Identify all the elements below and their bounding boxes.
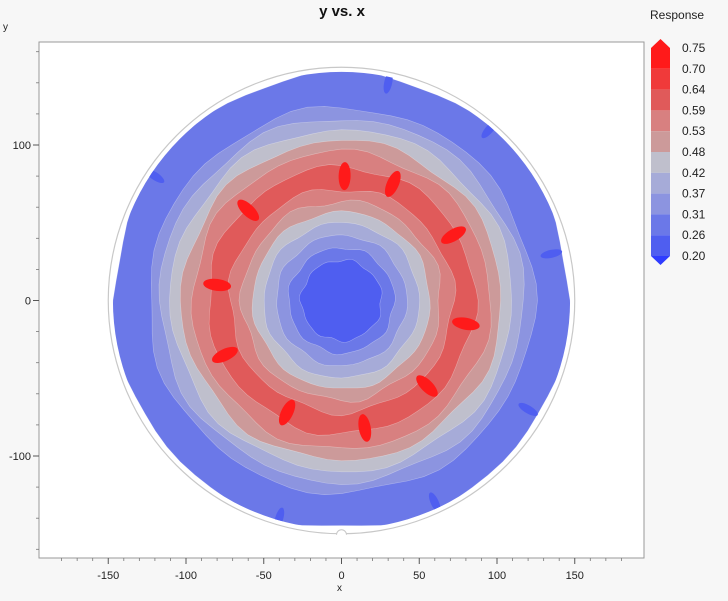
x-tick-label: -50 <box>256 570 272 582</box>
legend-swatch <box>651 152 670 173</box>
hot-spot <box>203 278 232 292</box>
legend-swatch <box>651 110 670 132</box>
legend-swatch <box>651 214 670 236</box>
hot-spot <box>278 399 296 426</box>
y-tick-label: -100 <box>9 451 31 463</box>
legend: 0.75 0.70 0.64 0.59 0.53 0.48 0.42 0.37 0.31 0.26… <box>651 39 706 265</box>
legend-swatch <box>651 89 670 111</box>
hot-spot <box>338 162 351 191</box>
legend-swatch <box>651 193 670 215</box>
legend-label: 0.70 <box>682 62 706 76</box>
hot-spot <box>416 375 438 397</box>
edge-spot <box>518 402 538 416</box>
y-axis-label: y <box>3 22 8 33</box>
x-tick-label: 150 <box>566 570 584 582</box>
edge-spot <box>428 492 441 513</box>
legend-label: 0.75 <box>682 41 706 55</box>
legend-label: 0.31 <box>682 207 706 221</box>
x-tick-label: -150 <box>97 570 119 582</box>
legend-swatch <box>651 48 670 69</box>
legend-swatch <box>651 68 670 90</box>
legend-label: 0.48 <box>682 145 706 159</box>
hot-spot <box>358 414 372 442</box>
legend-swatch <box>651 131 670 152</box>
legend-swatch <box>651 235 670 256</box>
legend-label: 0.53 <box>682 124 706 138</box>
contour-layer <box>107 66 576 535</box>
y-tick-label: 0 <box>25 296 31 308</box>
hot-spot <box>211 346 238 363</box>
x-axis-label: x <box>337 583 342 594</box>
legend-label: 0.64 <box>682 83 706 97</box>
legend-arrow-bottom <box>651 256 670 265</box>
legend-swatch <box>651 172 670 194</box>
x-tick-label: 50 <box>413 570 425 582</box>
y-tick-label: 100 <box>13 140 31 152</box>
legend-label: 0.26 <box>682 228 706 242</box>
hot-spot <box>452 317 480 331</box>
edge-spot <box>383 72 393 94</box>
axes: -150 -100 -50 0 50 100 150 -100 0 100 <box>9 51 622 582</box>
x-tick-label: 0 <box>338 570 344 582</box>
hot-spot <box>237 199 260 221</box>
edge-spot <box>540 249 563 259</box>
legend-label: 0.42 <box>682 166 706 180</box>
chart-title: y vs. x <box>319 3 365 20</box>
hot-spot <box>384 170 401 197</box>
legend-arrow-top <box>651 39 670 48</box>
x-tick-label: -100 <box>175 570 197 582</box>
legend-label: 0.37 <box>682 187 706 201</box>
hot-spot <box>441 226 466 244</box>
wafer-notch <box>336 529 347 535</box>
legend-label: 0.59 <box>682 103 706 117</box>
contour-bands <box>112 71 571 529</box>
legend-title: Response <box>650 8 705 22</box>
contour-band <box>298 258 383 343</box>
x-tick-label: 100 <box>488 570 506 582</box>
legend-label: 0.20 <box>682 249 706 263</box>
